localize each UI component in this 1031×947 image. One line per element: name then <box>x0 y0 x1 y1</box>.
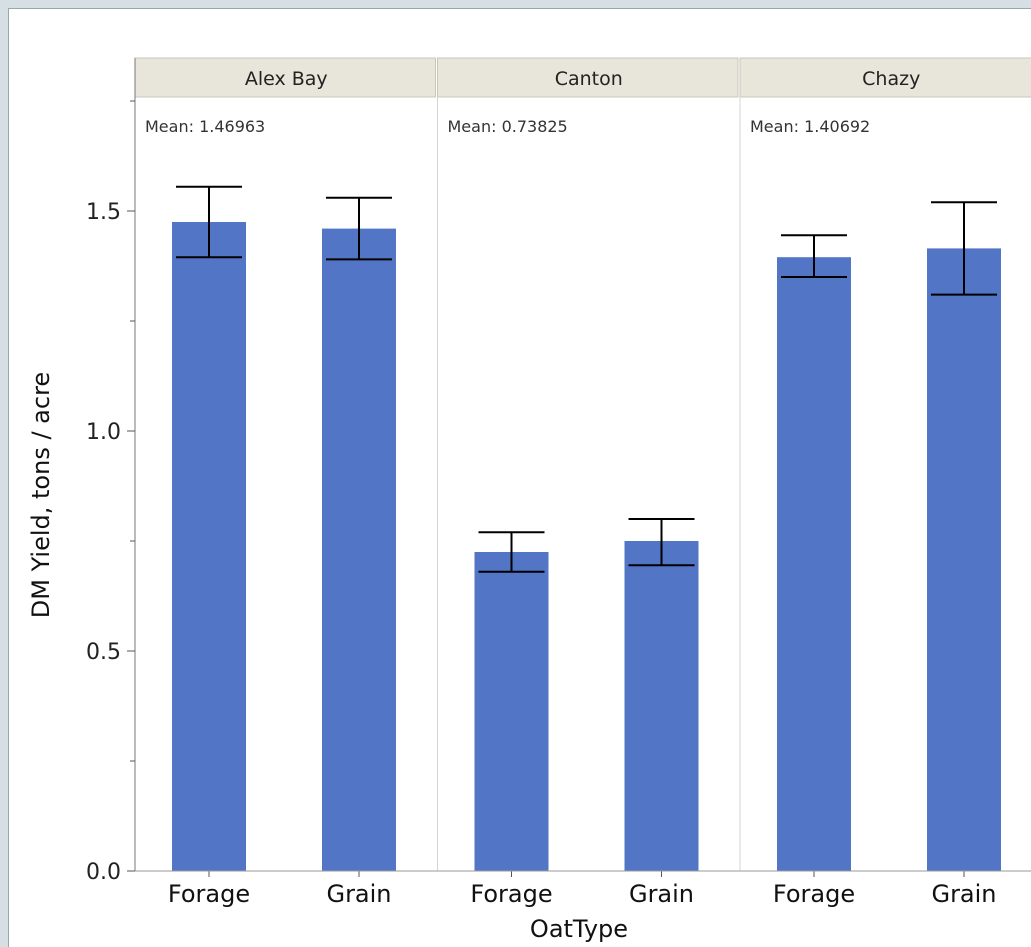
error-bars <box>176 185 997 573</box>
y-tick-label-2: 1.0 <box>86 420 121 445</box>
x-tick-label-1-0: Forage <box>470 880 552 908</box>
facet-header-1 <box>437 57 739 98</box>
y-tick-label-0: 0.0 <box>86 860 121 885</box>
facet-title-1: Canton <box>555 68 623 90</box>
x-tick-label-1-1: Grain <box>629 880 694 908</box>
facet-header-2 <box>739 57 1031 98</box>
facet-header-0 <box>134 57 436 98</box>
y-axis: 0.0 0.5 1.0 1.5 <box>86 58 136 885</box>
facet-title-0: Alex Bay <box>245 68 328 90</box>
x-tick-label-0-1: Grain <box>326 880 391 908</box>
bar-1-0 <box>474 552 549 871</box>
x-tick-label-2-1: Grain <box>931 880 996 908</box>
bar-1-1 <box>624 541 699 871</box>
x-axis: Forage Grain Forage Grain Forage Grain <box>135 870 1031 908</box>
y-tick-label-1: 0.5 <box>86 640 121 665</box>
x-tick-label-2-0: Forage <box>773 880 855 908</box>
facet-mean-label-2: Mean: 1.40692 <box>750 117 870 136</box>
chart-frame: Alex Bay Canton Chazy Mean: 1.46963 Mean: 0… <box>8 8 1031 947</box>
facet-mean-label-1: Mean: 0.73825 <box>448 117 568 136</box>
bar-0-1 <box>322 228 396 872</box>
y-axis-title: DM Yield, tons / acre <box>27 372 55 618</box>
bars <box>172 222 1001 872</box>
bar-2-0 <box>777 257 851 871</box>
bar-0-0 <box>172 222 246 871</box>
bar-2-1 <box>927 248 1001 871</box>
facet-title-2: Chazy <box>862 68 920 90</box>
facet-mean-label-0: Mean: 1.46963 <box>145 117 265 136</box>
x-axis-title: OatType <box>530 915 628 943</box>
facet-headers: Alex Bay Canton Chazy <box>134 57 1031 98</box>
y-tick-label-3: 1.5 <box>86 200 121 225</box>
chart: Alex Bay Canton Chazy Mean: 1.46963 Mean: 0… <box>27 57 1031 943</box>
x-tick-label-0-0: Forage <box>168 880 250 908</box>
facet-panels: Mean: 1.46963 Mean: 0.73825 Mean: 1.40692 <box>145 97 870 871</box>
